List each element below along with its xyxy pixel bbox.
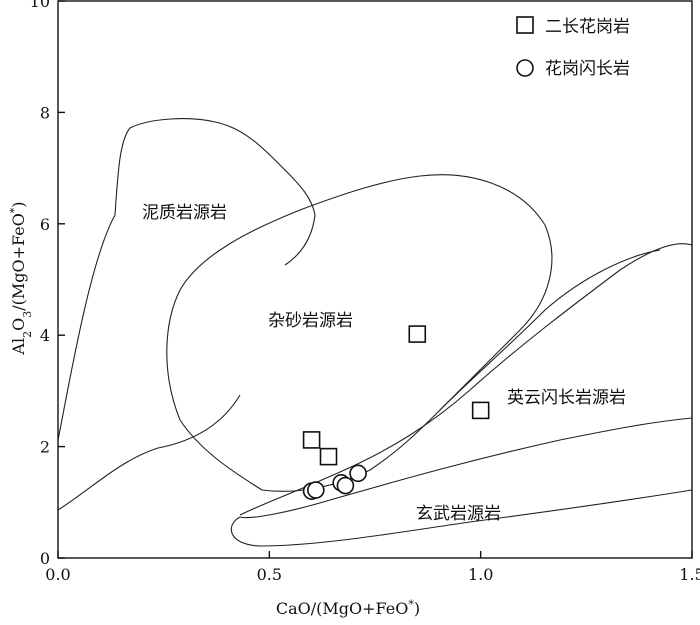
- data-point-square: [471, 401, 490, 420]
- basalt-source-field-lower-boundary: [230, 489, 693, 547]
- y-tick-label: 2: [40, 438, 50, 457]
- y-tick-label: 0: [40, 549, 50, 568]
- tonalite-inner-boundary: [439, 249, 661, 411]
- x-tick-label: 0.5: [257, 565, 282, 584]
- x-tick-label: 0.0: [45, 565, 70, 584]
- greywacke-source-field-boundary: [166, 174, 553, 492]
- y-tick-label: 10: [30, 0, 50, 11]
- x-axis-label: CaO/(MgO+FeO*): [276, 598, 420, 619]
- y-tick-label: 6: [40, 215, 50, 234]
- x-tick-label: 1.5: [679, 565, 700, 584]
- legend-square-marker: [516, 16, 534, 34]
- basalt-source-field-upper-boundary: [239, 417, 693, 519]
- x-tick-label: 1.0: [468, 565, 493, 584]
- data-point-square: [408, 325, 427, 343]
- x-axis-ticks: 0.0 0.5 1.0 1.5: [45, 551, 700, 584]
- data-point-square: [302, 431, 321, 449]
- data-point-circle: [307, 481, 325, 499]
- region-label-tonalite: 英云闪长岩源岩: [507, 388, 626, 408]
- region-label-basalt: 玄武岩源岩: [416, 504, 501, 524]
- y-axis-label: Al2O3/(MgO+FeO*): [8, 201, 34, 355]
- pelite-source-field-boundary: [57, 118, 316, 441]
- region-label-greywacke: 杂砂岩源岩: [268, 311, 353, 331]
- y-tick-label: 8: [40, 103, 50, 122]
- legend-label-series-1: 二长花岗岩: [545, 17, 630, 37]
- pelite-lower-boundary: [57, 394, 241, 511]
- plot-frame: [57, 0, 693, 559]
- region-label-pelite: 泥质岩源岩: [142, 203, 227, 223]
- y-axis-ticks: 0 2 4 6 8 10: [30, 0, 65, 568]
- data-point-square: [319, 447, 338, 466]
- data-point-circle: [349, 464, 367, 483]
- tonalite-source-field-boundary: [239, 243, 693, 516]
- field-boundaries: [57, 118, 693, 547]
- legend-circle-marker: [516, 59, 534, 77]
- data-points: [302, 325, 490, 500]
- data-point-circle: [336, 476, 355, 495]
- y-tick-label: 4: [40, 326, 50, 345]
- legend-label-series-2: 花岗闪长岩: [545, 59, 630, 79]
- legend: 二长花岗岩 花岗闪长岩: [516, 16, 630, 79]
